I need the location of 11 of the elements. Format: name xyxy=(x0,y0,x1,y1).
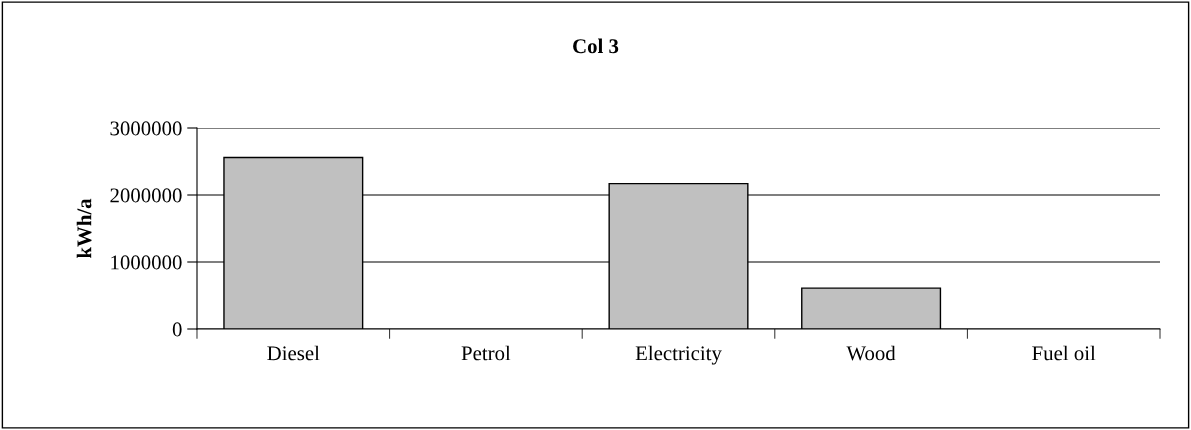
x-tick-label: Diesel xyxy=(267,345,320,361)
y-tick-label: 2000000 xyxy=(110,188,182,203)
y-axis-title: kWh/a xyxy=(76,198,92,259)
x-tick-label: Petrol xyxy=(461,345,511,361)
y-tick-label: 3000000 xyxy=(110,121,182,136)
x-tick-label: Fuel oil xyxy=(1032,345,1096,361)
y-tick-label: 0 xyxy=(172,322,182,337)
x-tick-label: Wood xyxy=(846,345,896,361)
x-tick-label: Electricity xyxy=(635,345,722,365)
chart-title: Col 3 xyxy=(573,38,619,54)
y-tick-label: 1000000 xyxy=(111,255,182,270)
